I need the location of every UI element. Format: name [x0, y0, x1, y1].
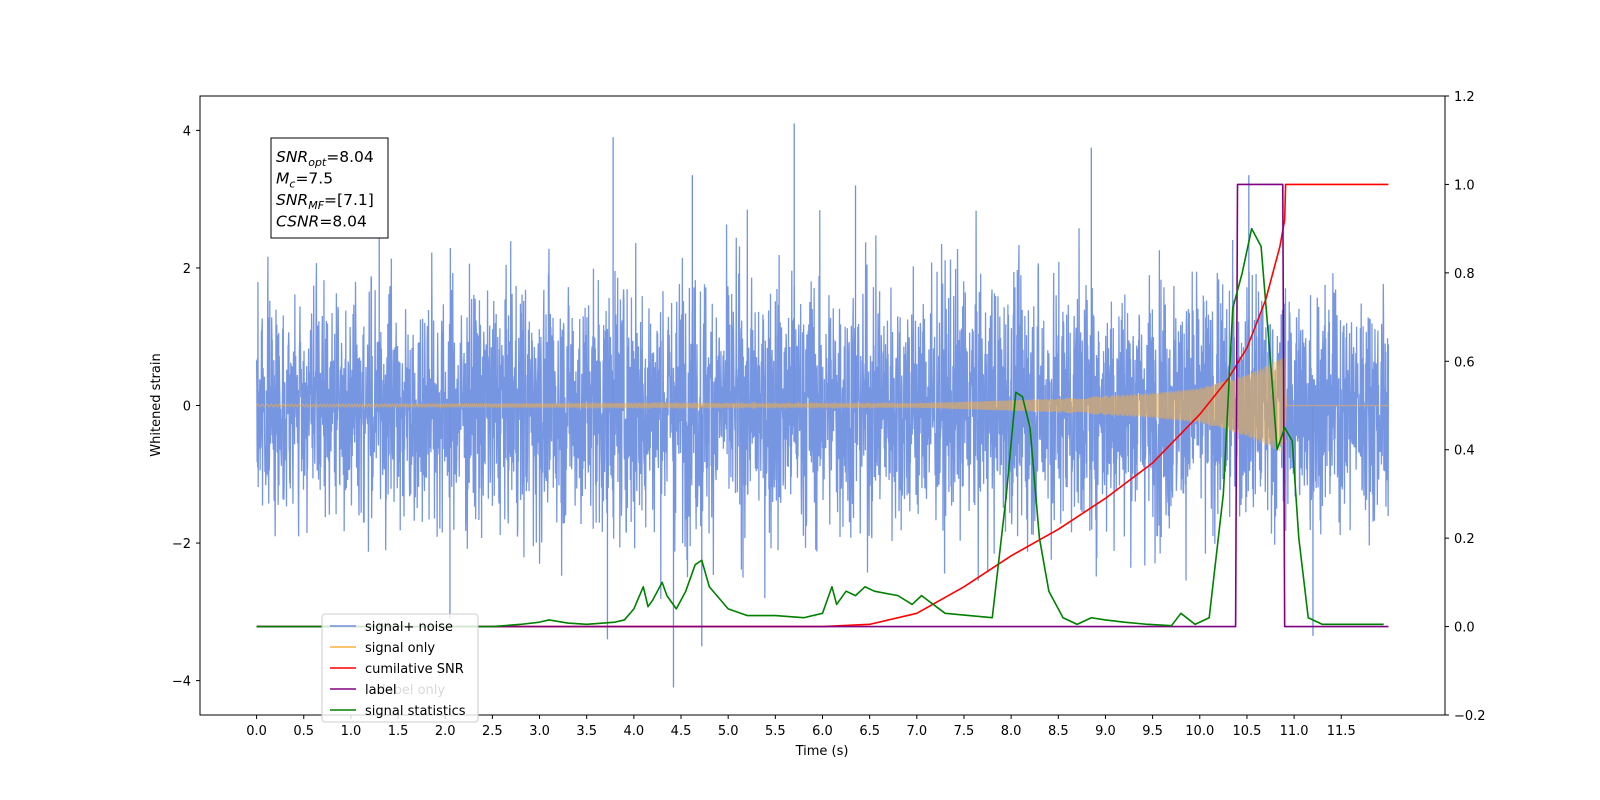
plot-area — [255, 123, 1390, 688]
x-tick-label: 7.5 — [954, 724, 975, 739]
y2-tick-label: 0.8 — [1454, 267, 1475, 282]
x-tick-label: 0.5 — [293, 724, 314, 739]
signal-noise-line — [255, 209, 1390, 599]
annotation-line: Mc=7.5 — [276, 170, 333, 191]
x-tick-label: 10.5 — [1232, 724, 1261, 739]
annotation-line: SNRMF=[7.1] — [276, 191, 374, 212]
y-axis-right: 1.2 1.0 0.8 0.6 0.4 0.2 0.0 −0.2 — [1445, 90, 1486, 724]
x-tick-label: 3.5 — [576, 724, 597, 739]
signal-statistics-line — [256, 227, 1384, 628]
legend: label only signal+ noise signal only cumila… — [321, 613, 479, 723]
y-tick-label: 4 — [183, 124, 191, 139]
x-tick-label: 6.5 — [859, 724, 880, 739]
x-tick-label: 4.5 — [671, 724, 692, 739]
y-tick-label: 2 — [183, 262, 191, 277]
x-tick-label: 0.0 — [246, 724, 267, 739]
label-line — [256, 183, 1389, 628]
y-tick-label: −4 — [172, 675, 191, 690]
x-tick-label: 4.0 — [624, 724, 645, 739]
x-axis-label: Time (s) — [795, 744, 849, 759]
y-tick-label: 0 — [183, 400, 191, 415]
x-tick-label: 10.0 — [1185, 724, 1214, 739]
x-tick-label: 9.5 — [1142, 724, 1163, 739]
legend-entry: cumilative SNR — [365, 662, 464, 677]
x-tick-label: 11.5 — [1327, 724, 1356, 739]
x-tick-label: 2.0 — [435, 724, 456, 739]
y2-tick-label: 0.0 — [1454, 621, 1475, 636]
x-tick-label: 1.0 — [341, 724, 362, 739]
x-tick-label: 2.5 — [482, 724, 503, 739]
x-tick-label: 11.0 — [1280, 724, 1309, 739]
x-axis: 0.0 0.5 1.0 1.5 2.0 2.5 3.0 3.5 4.0 4.5 5.0 5.5 6.0 6… — [246, 715, 1356, 739]
y2-tick-label: 0.2 — [1454, 532, 1475, 547]
legend-overlap-text: label only — [382, 683, 445, 698]
x-tick-label: 9.0 — [1095, 724, 1116, 739]
y2-tick-label: 0.4 — [1454, 444, 1475, 459]
x-tick-label: 1.5 — [388, 724, 409, 739]
legend-frame — [321, 613, 479, 723]
y-axis-label: Whitened strain — [149, 353, 164, 456]
x-tick-label: 3.0 — [529, 724, 550, 739]
x-tick-label: 5.5 — [765, 724, 786, 739]
legend-entry: signal statistics — [365, 704, 466, 719]
y-tick-label: −2 — [172, 537, 191, 552]
annotation-line: CSNR=8.04 — [276, 213, 367, 231]
legend-entry: signal only — [365, 641, 435, 656]
y2-tick-label: 1.2 — [1454, 90, 1475, 105]
x-tick-label: 6.0 — [812, 724, 833, 739]
signal-only-line — [256, 357, 1389, 454]
x-tick-label: 8.0 — [1001, 724, 1022, 739]
y2-tick-label: 1.0 — [1454, 178, 1475, 193]
y2-tick-label: 0.6 — [1454, 355, 1475, 370]
annotation-line: SNRopt=8.04 — [276, 148, 374, 169]
x-tick-label: 5.0 — [718, 724, 739, 739]
y-axis-left: 4 2 0 −2 −4 — [172, 124, 200, 690]
x-tick-label: 7.0 — [906, 724, 927, 739]
legend-entry: label — [365, 683, 396, 698]
cumilative-snr-line — [256, 183, 1389, 628]
annotation-frame — [270, 137, 389, 239]
y2-tick-label: −0.2 — [1454, 709, 1486, 724]
x-tick-label: 8.5 — [1048, 724, 1069, 739]
legend-entry: signal+ noise — [365, 620, 453, 635]
